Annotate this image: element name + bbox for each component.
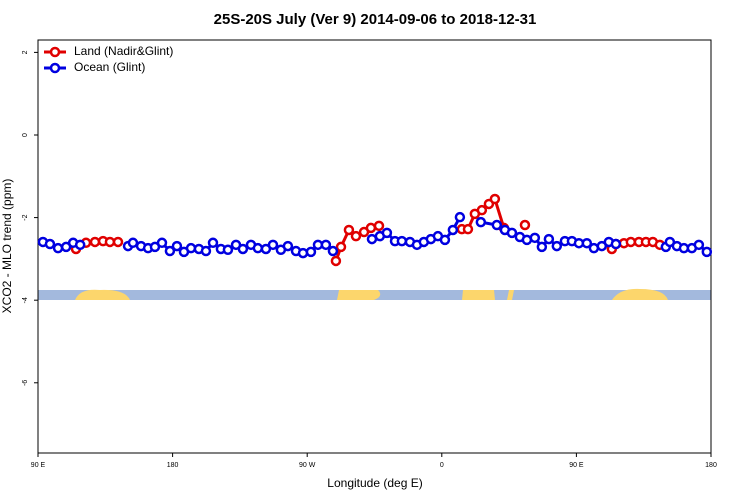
point	[335, 241, 347, 253]
x-tick-label: 0	[440, 462, 444, 469]
x-axis-label: Longitude (deg E)	[327, 476, 422, 490]
point	[297, 247, 309, 259]
chart-title: 25S-20S July (Ver 9) 2014-09-06 to 2018-…	[214, 11, 537, 28]
point	[476, 204, 488, 216]
point	[519, 219, 531, 231]
point	[489, 193, 501, 205]
legend-label: Land (Nadir&Glint)	[74, 44, 173, 58]
point	[320, 239, 332, 251]
point	[89, 236, 101, 248]
point	[222, 244, 234, 256]
point	[365, 222, 377, 234]
y-tick-label: -2	[22, 214, 29, 220]
x-tick-label: 90 E	[569, 462, 584, 469]
x-tick-label: 90 W	[299, 462, 316, 469]
y-tick-label: -6	[22, 380, 29, 386]
point	[543, 233, 555, 245]
point	[701, 246, 713, 258]
legend-marker	[49, 46, 61, 58]
point	[475, 216, 487, 228]
point	[610, 238, 622, 250]
point	[237, 243, 249, 255]
x-tick-label: 180	[167, 462, 179, 469]
point	[207, 237, 219, 249]
point	[396, 235, 408, 247]
y-tick-label: 2	[22, 50, 29, 54]
point	[506, 227, 518, 239]
x-tick-label: 180	[705, 462, 717, 469]
point	[282, 240, 294, 252]
legend-marker	[49, 62, 61, 74]
point	[581, 237, 593, 249]
legend-label: Ocean (Glint)	[74, 60, 145, 74]
point	[156, 237, 168, 249]
point	[536, 241, 548, 253]
point	[52, 242, 64, 254]
point	[462, 223, 474, 235]
point	[343, 224, 355, 236]
land-ocean-strip	[38, 288, 711, 300]
point	[104, 236, 116, 248]
y-tick-label: 0	[22, 133, 29, 137]
point	[625, 236, 637, 248]
point	[305, 246, 317, 258]
point	[200, 245, 212, 257]
point	[44, 238, 56, 250]
point	[447, 224, 459, 236]
point	[491, 219, 503, 231]
point	[252, 242, 264, 254]
point	[439, 234, 451, 246]
point	[693, 239, 705, 251]
point	[454, 211, 466, 223]
point	[74, 239, 86, 251]
x-tick-label: 90 E	[31, 462, 46, 469]
y-axis-label: XCO2 - MLO trend (ppm)	[0, 179, 14, 314]
plot-frame	[37, 39, 712, 454]
y-tick-label: -4	[22, 297, 29, 303]
point	[529, 232, 541, 244]
point	[127, 237, 139, 249]
point	[350, 230, 362, 242]
point	[327, 245, 339, 257]
point	[330, 255, 342, 267]
point	[551, 240, 563, 252]
point	[171, 240, 183, 252]
point	[112, 236, 124, 248]
point	[267, 239, 279, 251]
point	[164, 245, 176, 257]
point	[381, 227, 393, 239]
point	[373, 220, 385, 232]
